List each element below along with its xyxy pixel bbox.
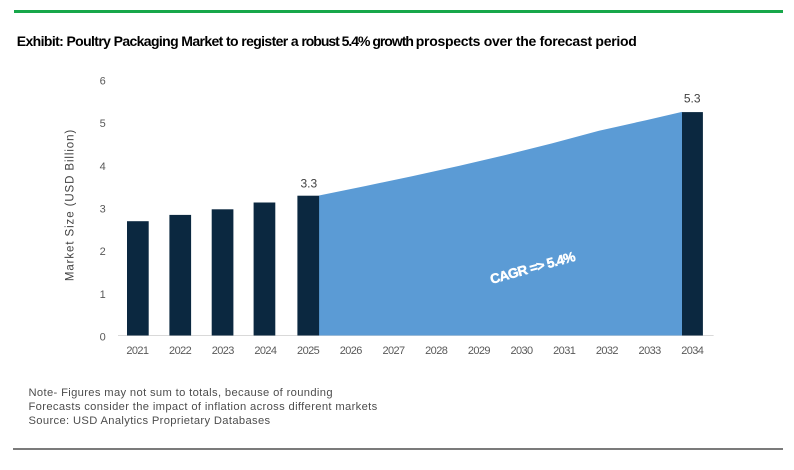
- svg-text:Market Size (USD Billion): Market Size (USD Billion): [64, 129, 76, 281]
- svg-text:2033: 2033: [639, 345, 662, 357]
- svg-text:2: 2: [100, 246, 106, 258]
- svg-text:2032: 2032: [596, 345, 619, 357]
- svg-text:5.3: 5.3: [684, 92, 701, 106]
- svg-text:2022: 2022: [169, 345, 192, 357]
- svg-text:2030: 2030: [510, 345, 533, 357]
- svg-text:2023: 2023: [212, 345, 235, 357]
- svg-text:3.3: 3.3: [300, 176, 317, 190]
- svg-text:4: 4: [100, 161, 106, 173]
- svg-text:2028: 2028: [425, 345, 448, 357]
- svg-text:2021: 2021: [126, 345, 149, 357]
- svg-text:2024: 2024: [254, 345, 277, 357]
- svg-text:2027: 2027: [382, 345, 405, 357]
- svg-text:6: 6: [100, 76, 106, 88]
- svg-text:3: 3: [100, 204, 106, 216]
- svg-text:0: 0: [100, 331, 106, 343]
- svg-text:1: 1: [100, 289, 106, 301]
- svg-text:2025: 2025: [297, 345, 320, 357]
- svg-text:2034: 2034: [681, 345, 704, 357]
- svg-text:2026: 2026: [340, 345, 363, 357]
- svg-text:5: 5: [100, 118, 106, 130]
- svg-text:2031: 2031: [553, 345, 576, 357]
- svg-text:2029: 2029: [468, 345, 491, 357]
